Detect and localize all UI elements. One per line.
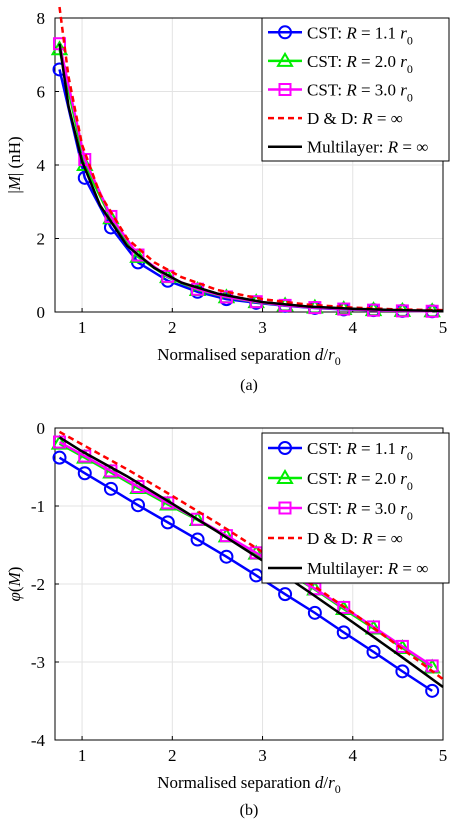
data-point-circle [103,481,118,496]
data-point-circle [77,466,92,481]
x-tick-label: 3 [258,318,267,337]
series-4 [58,436,444,688]
series-line [58,6,444,312]
data-point-square [161,269,175,283]
x-tick-label: 2 [168,318,177,337]
x-tick-label: 3 [258,746,267,765]
x-axis-label: Normalised separation d/r0 [157,773,341,796]
series-line [58,436,444,688]
x-tick-label: 5 [439,746,448,765]
chart-panel-b: 1 2 3 4 5 0 -1 -2 -3 -4 Normalised separation d/r0… [5,419,450,819]
legend-marker-triangle [276,51,294,67]
y-tick-label: 0 [37,303,46,322]
panel-caption: (a) [240,377,258,394]
y-tick-label: -2 [31,575,45,594]
data-point-circle [425,683,440,698]
y-tick-label: 0 [37,419,46,438]
x-tick-label: 5 [439,318,448,337]
x-axis-label: Normalised separation d/r0 [157,345,341,368]
y-tick-label: -3 [31,653,45,672]
data-point-triangle [364,619,383,635]
data-point-circle [336,625,351,640]
series-line [58,43,444,313]
data-point-triangle [129,247,147,263]
data-point-triangle [335,599,353,615]
legend-entry: CST: R = 3.0 r0 [307,81,413,105]
legend-marker-triangle [276,469,294,484]
y-tick-label: 8 [37,9,46,28]
legend-marker-square [278,83,292,96]
legend-marker-circle [278,441,292,455]
x-tick-label: 4 [349,318,358,337]
legend-entry: CST: R = 1.1 r0 [307,23,413,47]
x-tick-label: 1 [78,318,87,337]
legend-entry: CST: R = 1.1 r0 [307,439,413,463]
legend-entry: Multilayer: R = ∞ [307,559,428,578]
legend-entry: CST: R = 2.0 r0 [307,469,413,493]
legend-entry: D & D: R = ∞ [307,109,403,128]
series-4 [58,43,444,313]
x-tick-label: 2 [168,746,177,765]
legend-entry: CST: R = 3.0 r0 [307,499,413,523]
data-point-circle [395,664,410,679]
y-axis-label: |M| (nH) [5,136,24,193]
data-point-circle [307,605,322,620]
series-3 [58,6,444,312]
panel-caption: (b) [240,802,259,819]
data-point-circle [131,498,146,513]
data-point-square [131,248,145,262]
data-point-square [367,620,381,634]
data-point-square [191,512,205,526]
y-tick-label: 2 [37,230,46,249]
y-tick-label: -1 [31,497,45,516]
data-point-circle [190,532,205,547]
data-point-circle [219,549,234,564]
x-tick-label: 4 [349,746,358,765]
x-tick-label: 1 [78,746,87,765]
data-point-circle [278,587,293,602]
y-tick-label: 6 [37,83,46,102]
y-axis-label: φ(M) [5,567,24,602]
legend: CST: R = 1.1 r0 CST: R = 2.0 r0 CST: R = 3… [261,17,450,162]
series-3 [58,430,444,681]
legend-marker-circle [278,25,292,40]
data-point-circle [52,450,67,465]
legend-marker-square [278,501,292,515]
data-point-circle [160,515,175,530]
data-point-circle [366,644,381,659]
legend-entry: D & D: R = ∞ [307,529,403,548]
legend: CST: R = 1.1 r0 CST: R = 2.0 r0 CST: R = 3… [261,432,450,584]
data-point-square [337,600,351,614]
y-tick-label: 4 [37,156,46,175]
legend-entry: CST: R = 2.0 r0 [307,52,413,76]
legend-entry: Multilayer: R = ∞ [307,138,428,157]
data-point-triangle [102,463,120,479]
chart-panel-a: 1 2 3 4 5 0 2 4 6 8 Normalised separation d/r0 |M| … [5,6,450,394]
series-line [58,430,444,681]
y-tick-label: -4 [31,731,46,750]
